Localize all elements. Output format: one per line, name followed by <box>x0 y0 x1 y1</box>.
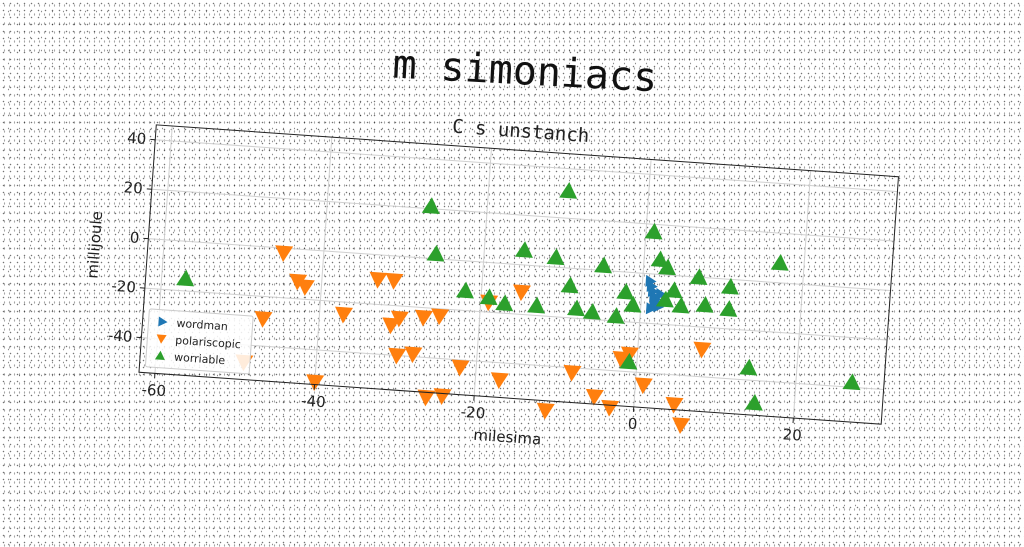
worriable-point <box>495 294 514 311</box>
worriable-point <box>559 181 578 198</box>
worriable-point <box>567 299 586 316</box>
polariscopic-point <box>334 307 353 324</box>
worriable-point <box>696 295 715 312</box>
x-axis-label: milesima <box>473 426 542 449</box>
y-tick-label: 20 <box>123 178 143 197</box>
x-tick-label: 20 <box>782 425 802 444</box>
polariscopic-point <box>253 311 272 328</box>
worriable-point <box>547 248 566 265</box>
polariscopic-point <box>403 346 422 363</box>
grid <box>139 125 898 424</box>
axis-ticks: -60 -40 -20 0 20 40 20 0 -20 -40 <box>104 128 820 444</box>
worriable-point <box>456 281 475 298</box>
y-tick-label: -40 <box>107 326 133 346</box>
y-gridline <box>141 338 883 390</box>
worriable-point <box>771 253 790 270</box>
polariscopic-point <box>384 273 403 290</box>
worriable-point <box>422 197 441 214</box>
polariscopic-point <box>432 388 451 405</box>
polariscopic-point <box>430 308 449 325</box>
worriable-point <box>616 282 635 299</box>
polariscopic-point <box>692 342 711 359</box>
polariscopic-point <box>381 317 400 334</box>
polariscopic-point <box>536 403 555 420</box>
polariscopic-point <box>490 372 509 389</box>
worriable-point <box>561 276 580 293</box>
polariscopic-point <box>671 417 690 434</box>
polariscopic-point <box>274 245 293 262</box>
polariscopic-point <box>512 284 531 301</box>
worriable-point <box>843 373 862 390</box>
worriable-point <box>594 256 613 273</box>
x-gridline <box>315 137 332 384</box>
x-gridline <box>793 171 810 418</box>
polariscopic-point <box>600 400 619 417</box>
y-axis-label: millijoule <box>83 211 106 280</box>
y-tick-label: -20 <box>111 277 137 297</box>
worriable-point <box>671 296 690 313</box>
y-tick-label: 40 <box>127 129 147 148</box>
plot-frame <box>139 125 898 424</box>
worriable-point <box>607 306 626 323</box>
worriable-point <box>583 302 602 319</box>
data-marks <box>168 155 873 446</box>
worriable-point <box>515 240 534 257</box>
polariscopic-point <box>414 310 433 327</box>
worriable-point <box>739 358 758 375</box>
x-gridline <box>474 148 491 395</box>
x-tick-label: 0 <box>627 415 638 434</box>
polariscopic-point <box>634 377 653 394</box>
worriable-point <box>176 269 195 286</box>
polariscopic-point <box>664 397 683 414</box>
polariscopic-point <box>562 365 581 382</box>
worriable-point <box>426 244 445 261</box>
y-gridline <box>152 189 894 241</box>
x-tick-label: -20 <box>460 403 486 423</box>
worriable-point <box>527 296 546 313</box>
y-tick-label: 0 <box>129 228 140 247</box>
polariscopic-point <box>451 360 470 377</box>
polariscopic-point <box>368 272 387 289</box>
x-tick-label: -60 <box>141 381 167 401</box>
y-gridline <box>155 140 897 192</box>
x-tick-label: -40 <box>301 392 327 412</box>
worriable-point <box>745 393 764 410</box>
worriable-point <box>719 299 738 316</box>
